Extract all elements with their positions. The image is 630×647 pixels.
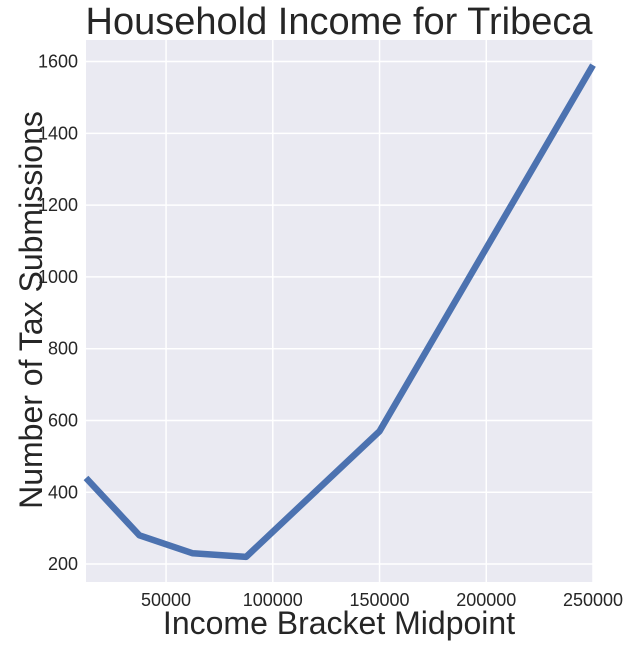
- x-tick-label: 200000: [456, 590, 516, 610]
- y-tick-label: 600: [48, 410, 78, 430]
- y-tick-label: 1600: [38, 52, 78, 72]
- x-axis-title: Income Bracket Midpoint: [163, 605, 515, 641]
- y-tick-label: 1400: [38, 123, 78, 143]
- y-tick-label: 1200: [38, 195, 78, 215]
- grid-lines: [86, 40, 594, 582]
- x-tick-label: 50000: [141, 590, 191, 610]
- chart-title: Household Income for Tribeca: [86, 1, 594, 43]
- plot-area: [86, 40, 593, 582]
- y-tick-label: 800: [48, 339, 78, 359]
- y-axis-title: Number of Tax Submissions: [13, 111, 49, 509]
- x-tick-label: 150000: [349, 590, 409, 610]
- y-tick-label: 400: [48, 482, 78, 502]
- x-tick-label: 250000: [563, 590, 623, 610]
- tick-labels: 50000 100000 150000 200000 250000 200 400 600 80…: [38, 52, 623, 610]
- x-tick-label: 100000: [243, 590, 303, 610]
- series-layer: [83, 63, 596, 561]
- y-tick-label: 200: [48, 554, 78, 574]
- y-tick-label: 1000: [38, 267, 78, 287]
- series-line: [83, 63, 596, 561]
